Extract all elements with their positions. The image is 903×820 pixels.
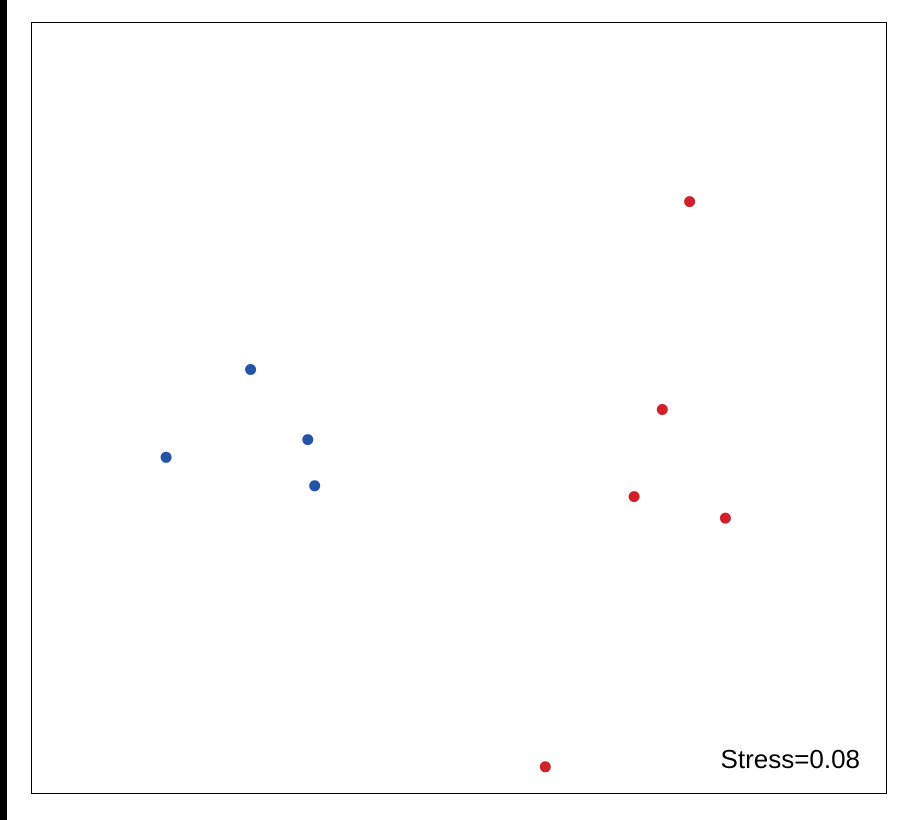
data-point-series-2-3 — [628, 491, 640, 503]
plot-area: Stress=0.08 — [31, 22, 887, 794]
data-point-series-2-2 — [656, 404, 668, 415]
scatter-plot — [160, 196, 731, 773]
data-point-series-2-1 — [684, 196, 696, 208]
left-edge-bar — [0, 0, 7, 820]
data-point-series-2-5 — [539, 761, 551, 773]
data-point-series-1-4 — [309, 480, 321, 492]
data-point-series-1-2 — [245, 364, 257, 375]
data-point-series-2-4 — [719, 512, 731, 524]
data-point-series-1-1 — [160, 451, 172, 463]
stress-annotation: Stress=0.08 — [720, 744, 860, 774]
data-point-series-1-3 — [302, 434, 314, 446]
